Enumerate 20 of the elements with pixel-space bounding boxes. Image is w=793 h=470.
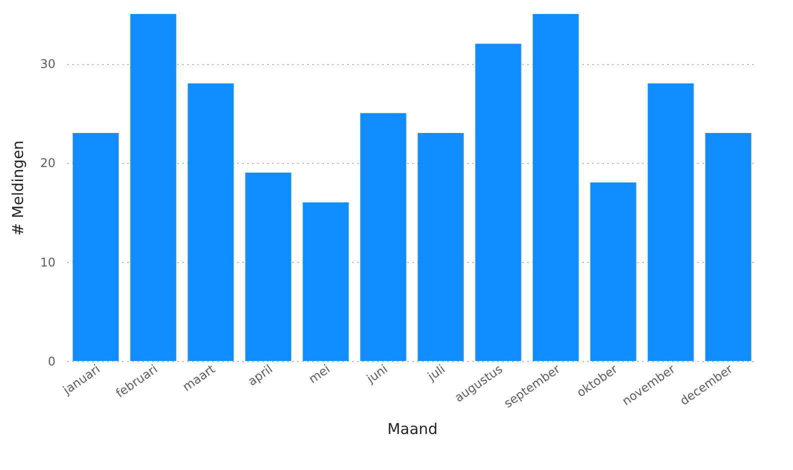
x-tick-label: juli	[424, 362, 448, 384]
bar	[130, 14, 176, 361]
bar	[188, 83, 234, 361]
bar	[360, 113, 406, 361]
x-tick-label: mei	[306, 362, 333, 386]
bar	[302, 202, 349, 361]
bar	[590, 182, 636, 361]
bar	[72, 132, 119, 361]
bar	[245, 172, 292, 361]
y-axis-title: # Meldingen	[9, 140, 28, 236]
bar	[648, 83, 694, 361]
y-tick-label: 0	[48, 354, 56, 368]
bar	[705, 132, 752, 361]
bar	[475, 44, 522, 361]
y-tick-label: 20	[40, 156, 56, 170]
x-axis-title: Maand	[387, 420, 438, 438]
bar	[418, 132, 464, 361]
y-tick-label: 30	[40, 57, 56, 72]
bar	[532, 14, 579, 361]
y-tick-label: 10	[40, 255, 56, 270]
